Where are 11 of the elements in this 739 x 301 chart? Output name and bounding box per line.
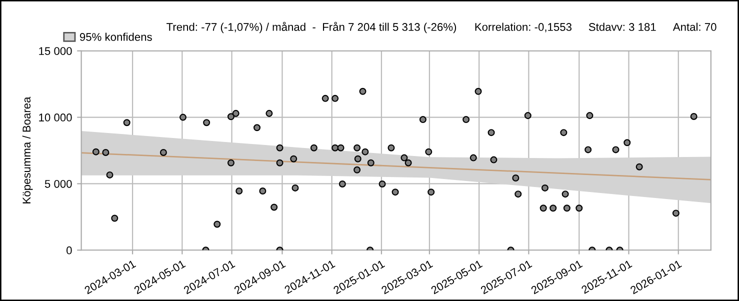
y-tick-label: 10 000 — [39, 114, 72, 122]
y-tick-label: 5 000 — [44, 180, 72, 188]
y-tick-label: 15 000 — [39, 47, 72, 56]
y-tick-label: 0 — [66, 246, 72, 254]
line-series — [81, 152, 711, 180]
y-axis-title: Köpesumma / Boarea — [22, 96, 33, 204]
text: Antal: 70 — [672, 22, 716, 31]
text: Stdavv: 3 181 — [588, 22, 656, 31]
text: 95% konfidens — [80, 32, 152, 41]
text: Korrelation: -0,1553 — [475, 22, 572, 32]
text: Trend: -77 (-1,07%) / månad - Från 7 204 till 5 313 (-26%) — [166, 22, 456, 34]
